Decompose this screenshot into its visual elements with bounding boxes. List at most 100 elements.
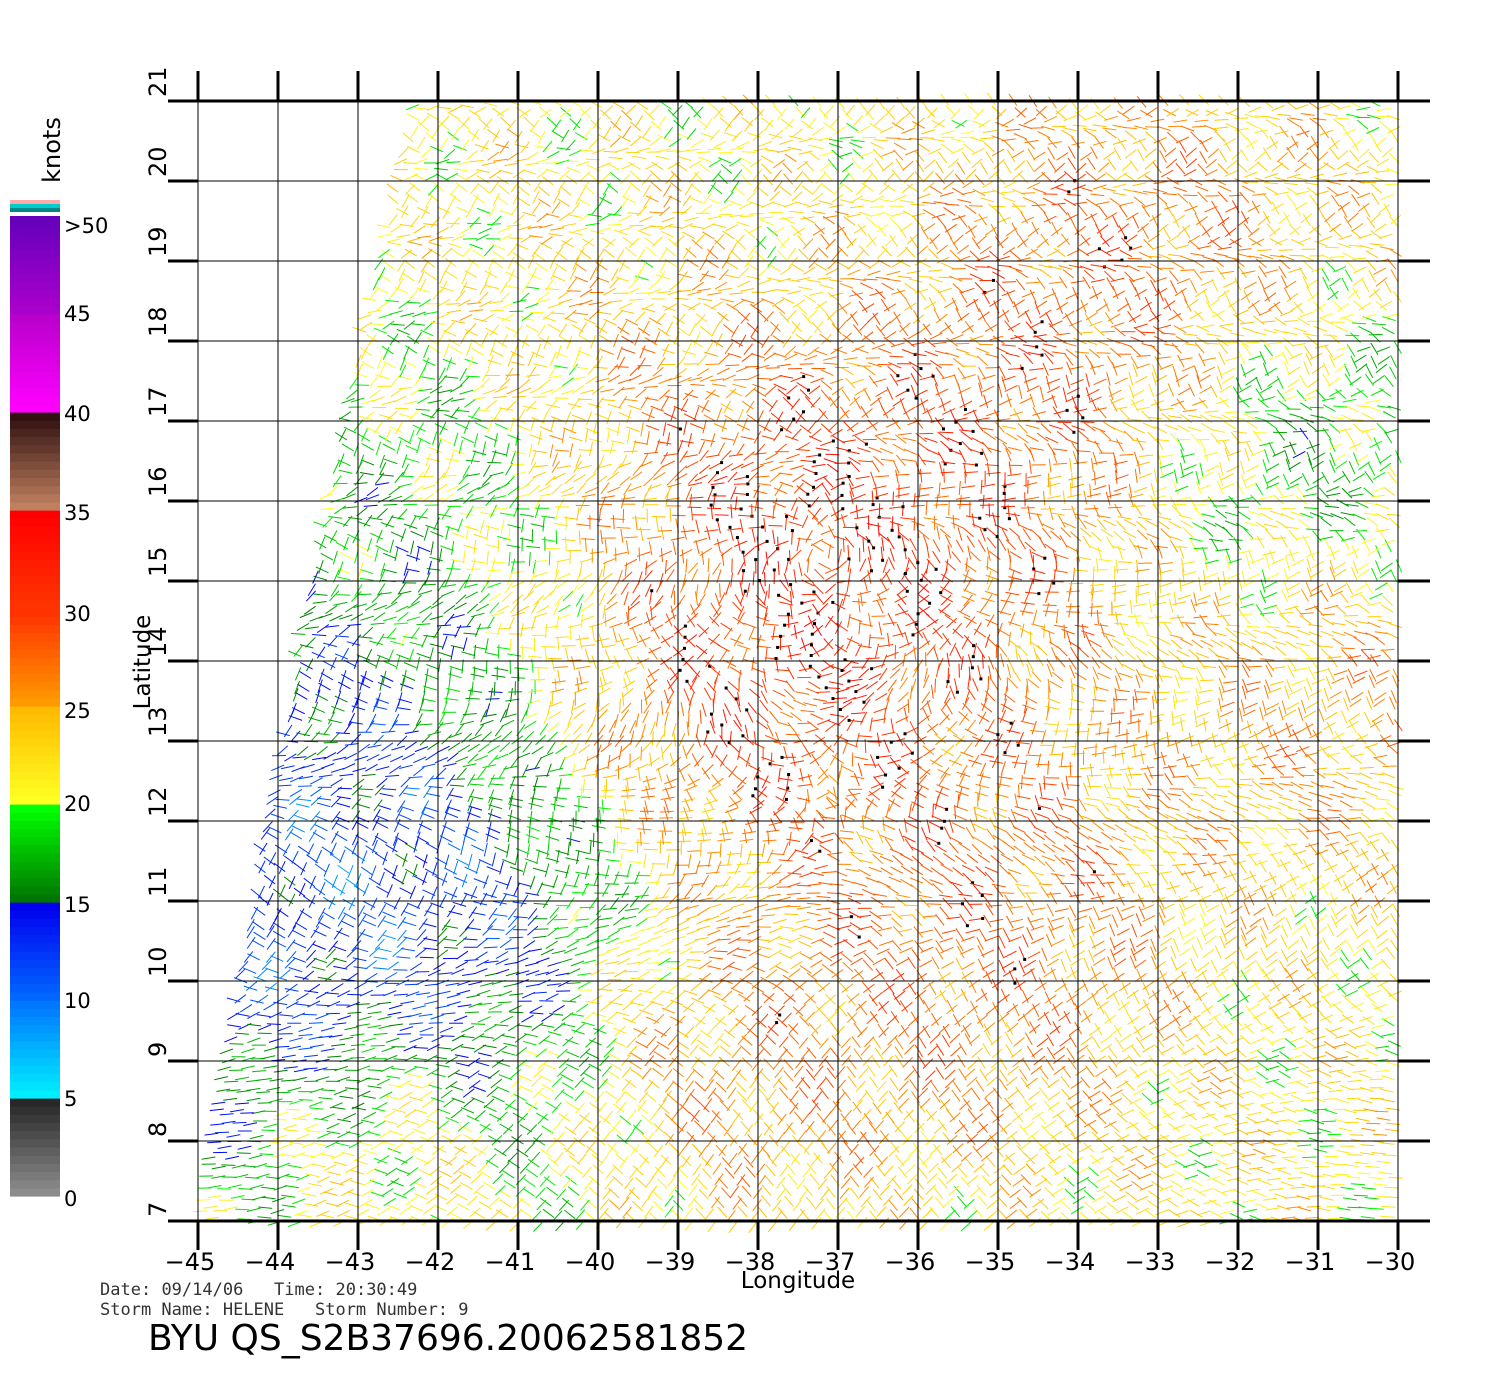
wind-vector [533,1087,544,1099]
colorbar-band-40-45 [10,387,60,397]
colorbar-band-40-45 [10,338,60,348]
wind-vector [512,901,527,905]
wind-vector [1155,1159,1168,1169]
wind-vector [615,1011,630,1017]
wind-vector [961,971,969,985]
wind-vector [629,1189,640,1200]
wind-vector [1189,1142,1203,1148]
colorbar-band-25-30 [10,608,60,617]
wind-vector [463,1159,476,1167]
wind-vector [969,980,977,994]
wind-vector [1083,1142,1095,1153]
wind-vector [699,817,714,821]
wind-vector [831,1034,841,1047]
wind-vector [938,772,948,786]
wind-vector [1092,821,1105,831]
wind-vector [444,867,458,875]
wind-vector [443,806,450,820]
wind-vector [468,906,478,919]
wind-vector [657,1098,667,1111]
wind-vector [1299,1012,1313,1020]
wind-vector [1279,1050,1291,1061]
wind-vector [261,1196,276,1200]
wind-vector [992,1087,1002,1099]
wind-vector [1202,871,1217,877]
wind-vector [1232,978,1241,991]
wind-vector [1024,1153,1036,1165]
wind-vector [475,959,489,967]
wind-vector [574,925,589,929]
wind-vector [931,1090,941,1103]
colorbar-label: 40 [64,402,91,426]
wind-vector [408,1073,423,1078]
wind-vector [1360,1086,1374,1092]
wind-vector [899,1000,909,1013]
wind-vector [1305,842,1319,848]
wind-vector [869,1076,879,1089]
wind-vector [613,871,620,885]
wind-vector [449,1184,462,1195]
wind-vector [741,1057,753,1068]
wind-vector [1178,1087,1192,1094]
wind-vector [1143,772,1152,786]
wind-vector [960,751,974,758]
wind-vector [1032,845,1045,854]
wind-vector [1285,917,1293,931]
wind-vector [356,803,371,809]
wind-vector [752,1199,762,1211]
wind-vector [1263,754,1278,759]
wind-vector [555,850,570,855]
wind-vector [860,1195,871,1208]
wind-vector [324,992,339,995]
wind-vector [389,755,404,763]
wind-vector [1184,1174,1199,1180]
wind-vector [468,981,483,986]
wind-vector [1074,808,1084,820]
wind-vector [1266,902,1274,917]
wind-vector [297,845,311,855]
wind-vector [1005,1076,1018,1087]
wind-vector [914,989,927,1000]
wind-vector [1377,938,1389,948]
wind-vector [1284,1158,1298,1164]
wind-vector [919,938,933,945]
wind-vector [960,988,969,1002]
wind-vector [872,893,887,897]
wind-vector [507,814,522,821]
wind-vector [951,1162,963,1173]
wind-vector [293,1068,308,1073]
wind-vector [375,980,389,988]
wind-vector [955,928,964,941]
wind-vector [1304,1216,1319,1219]
wind-vector [253,931,266,941]
wind-vector [666,914,680,920]
wind-vector [1364,1197,1379,1200]
wind-vector [966,1005,978,1015]
wind-vector [487,821,492,836]
wind-vector [339,773,354,777]
wind-vector [922,999,931,1013]
wind-vector [332,756,347,761]
wind-vector [664,799,670,814]
wind-vector [1319,794,1333,800]
wind-vector [939,1099,950,1112]
wind-vector [1134,872,1149,875]
wind-vector [1281,1156,1296,1159]
wind-vector [516,752,531,759]
wind-vector [880,867,893,876]
wind-vector [1206,1112,1219,1121]
colorbar-band-25-30 [10,665,60,674]
wind-vector [765,1164,776,1177]
wind-vector [298,785,313,787]
wind-vector [729,1186,740,1198]
wind-vector [983,914,992,927]
wind-vector [473,901,488,906]
wind-vector [985,903,994,916]
wind-vector [1044,1152,1056,1164]
wind-vector [357,794,372,798]
wind-vector [418,918,428,931]
wind-vector [449,1085,464,1091]
wind-vector [637,828,652,831]
wind-vector [1200,913,1207,927]
wind-vector [998,1123,1008,1135]
